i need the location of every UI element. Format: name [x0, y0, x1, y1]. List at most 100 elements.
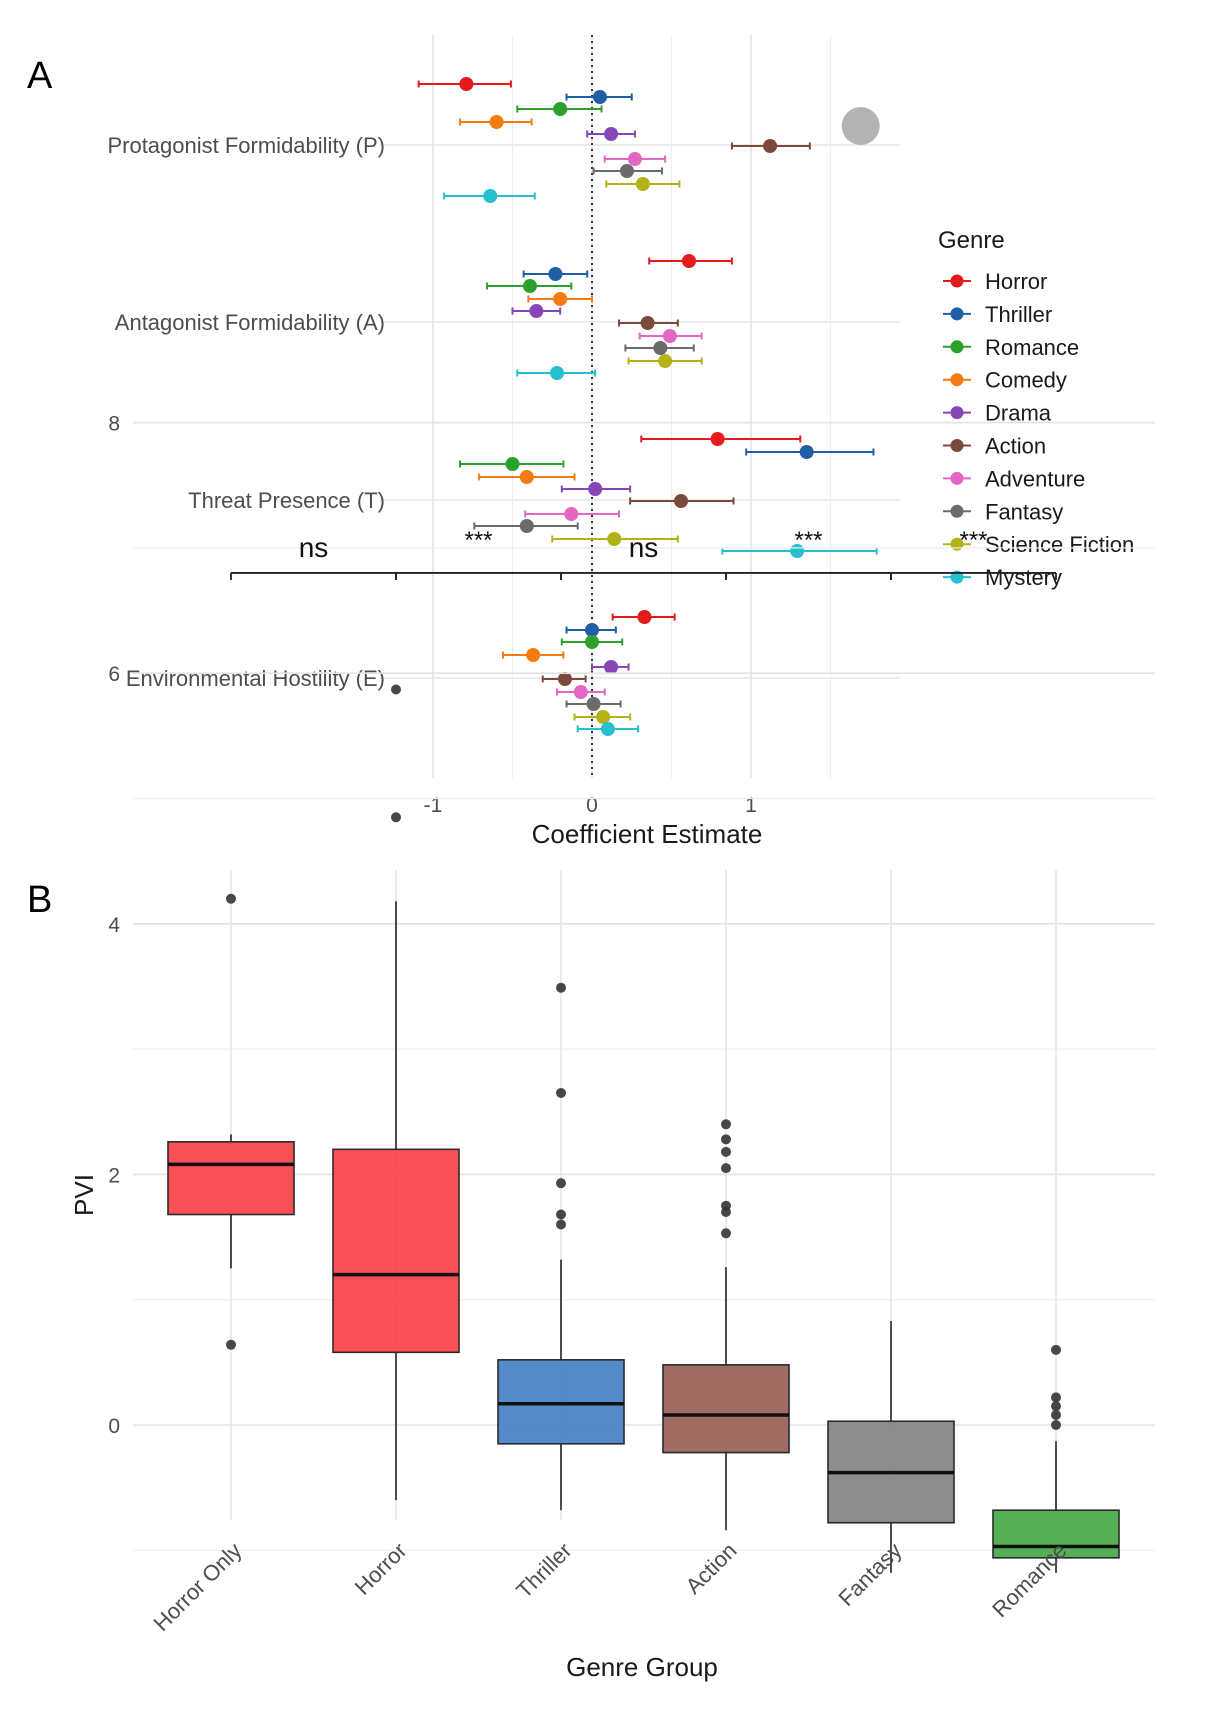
x-tick-label: 0 [586, 794, 598, 817]
panel-b-boxes [167, 684, 1120, 1573]
point-action [674, 494, 689, 508]
panel-a-legend-title: Genre [938, 227, 1005, 254]
point-adventure [573, 685, 588, 699]
point-fantasy [653, 341, 668, 355]
box-body-action [662, 1364, 790, 1454]
panel-a-category-labels: Protagonist Formidability (P) Antagonist … [107, 133, 385, 691]
legend-key-point-drama [950, 406, 964, 420]
point-romance [505, 457, 520, 471]
point-science-fiction [635, 177, 650, 191]
point-mystery [483, 189, 498, 203]
point-adventure [627, 152, 642, 166]
point-horror [710, 432, 725, 446]
point-horror [637, 610, 652, 624]
point-adventure [564, 507, 579, 521]
box-body-horror [332, 1148, 460, 1354]
outlier-point-romance [1051, 1409, 1061, 1420]
point-comedy [519, 470, 534, 484]
point-mystery [550, 366, 565, 380]
point-drama [604, 660, 619, 674]
legend-key-point-romance [950, 340, 964, 354]
legend-label-fantasy: Fantasy [985, 499, 1063, 524]
point-comedy [526, 648, 541, 662]
significance-label: *** [464, 527, 492, 554]
point-horror [459, 77, 474, 91]
outlier-point-action [721, 1146, 731, 1157]
box-body-horror-only [167, 1141, 295, 1216]
panel-a-forest-plot: Protagonist Formidability (P) Antagonist … [27, 35, 1134, 849]
legend-key-point-fantasy [950, 504, 964, 518]
outlier-point-horror [391, 684, 401, 695]
x-tick-label: 1 [745, 794, 757, 817]
panel-a-annotations [841, 107, 880, 145]
point-drama [604, 127, 619, 141]
box-horror-only [167, 893, 295, 1350]
outlier-point-romance [1051, 1420, 1061, 1430]
point-fantasy [619, 164, 634, 178]
legend-label-adventure: Adventure [985, 466, 1085, 491]
outlier-point-action [721, 1119, 731, 1130]
panel-b-label: B [27, 879, 52, 921]
outlier-point-thriller [556, 1178, 566, 1189]
legend-key-point-thriller [950, 307, 964, 321]
point-romance [553, 102, 568, 116]
point-thriller [585, 623, 599, 637]
point-action [763, 139, 778, 153]
box-thriller [497, 982, 625, 1511]
panel-b-y-tick-labels: 0 2 4 6 8 [108, 413, 120, 1438]
point-mystery [600, 722, 615, 736]
outlier-point-action [721, 1206, 731, 1217]
outlier-point-thriller [556, 1219, 566, 1230]
point-adventure [662, 329, 677, 343]
point-comedy [489, 115, 504, 129]
outlier-point-action [721, 1228, 731, 1239]
point-drama [529, 304, 544, 318]
box-horror [332, 684, 460, 1501]
box-body-thriller [497, 1359, 625, 1445]
outlier-point-action [721, 1163, 731, 1174]
legend-label-comedy: Comedy [985, 368, 1067, 393]
point-fantasy [519, 519, 534, 533]
panel-a-gridlines [380, 35, 900, 778]
x-tick-label: -1 [424, 794, 443, 817]
category-label-antagonist-formidability-a: Antagonist Formidability (A) [115, 310, 385, 335]
legend-key-point-comedy [950, 373, 964, 387]
significance-label: ns [299, 532, 329, 563]
panel-a-x-axis-title: Coefficient Estimate [532, 819, 763, 849]
significance-label: *** [959, 527, 987, 554]
point-drama [588, 482, 603, 496]
gray-circle-marker [841, 107, 880, 145]
significance-label: ns [629, 532, 659, 563]
panel-a-legend: Horror Thriller Romance Comedy Drama Action Ad… [943, 269, 1134, 590]
legend-key-point-action [950, 439, 964, 452]
point-fantasy [586, 697, 601, 711]
box-fantasy [827, 1321, 955, 1573]
legend-label-science-fiction: Science Fiction [985, 532, 1134, 557]
point-thriller [799, 445, 814, 459]
legend-key-point-horror [950, 274, 964, 288]
point-science-fiction [607, 532, 622, 546]
panel-b-significance-brackets: ns *** ns *** *** [230, 527, 1057, 580]
point-romance [522, 279, 537, 293]
outlier-point-romance [1051, 1392, 1061, 1403]
outlier-point-romance [1051, 1401, 1061, 1412]
point-romance [585, 635, 599, 649]
legend-key-point-adventure [950, 471, 964, 485]
legend-label-drama: Drama [985, 401, 1052, 426]
category-label-protagonist-formidability-p: Protagonist Formidability (P) [107, 133, 385, 158]
box-romance [992, 1344, 1120, 1573]
outlier-point-action [721, 1134, 731, 1145]
box-action [662, 1119, 790, 1531]
point-action [640, 316, 655, 330]
category-label-environmental-hostility-e: Environmental Hostility (E) [126, 666, 385, 691]
box-body-romance [992, 1509, 1120, 1559]
outlier-point-thriller [556, 982, 566, 993]
panel-a-x-tick-labels: -1 0 1 [424, 794, 757, 817]
panel-b-y-axis-title: PVI [69, 1174, 99, 1216]
outlier-point-horror [391, 812, 401, 823]
panel-a-points [459, 77, 814, 736]
y-tick-label: 8 [108, 413, 120, 436]
point-action [557, 672, 572, 686]
